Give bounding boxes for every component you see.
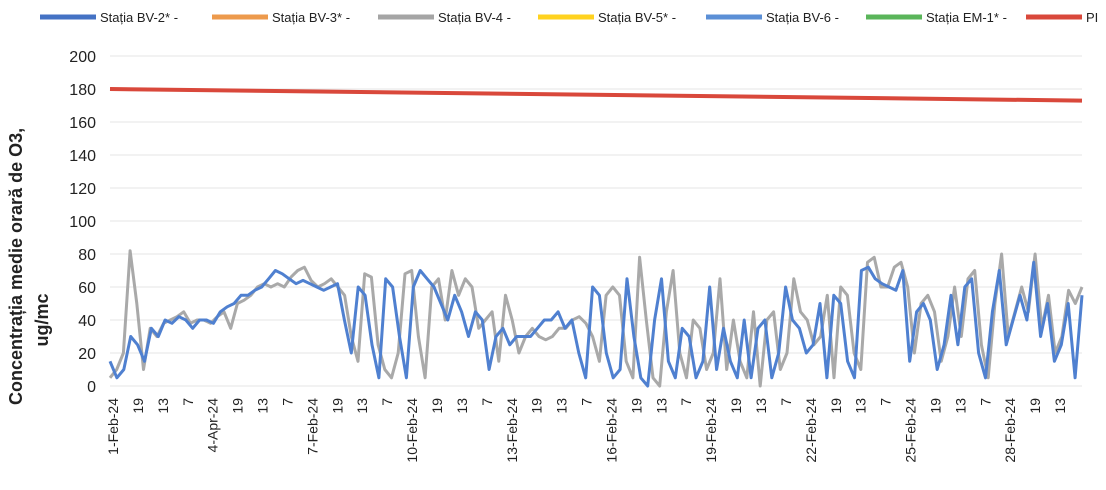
gridlines	[110, 55, 1082, 387]
x-tick-label-1: 1-Feb-24	[105, 398, 121, 455]
x-tick-label-19: 13	[554, 398, 570, 414]
x-tick-label-6: 19	[230, 398, 246, 414]
series-line-pi	[109, 87, 1083, 103]
legend: Stația BV-2* - Stația BV-3* - Stația BV-4 …	[40, 10, 1098, 25]
x-tick-label-29: 22-Feb-24	[803, 398, 819, 463]
x-tick-label-31: 13	[853, 398, 869, 414]
x-tick-label-39: 13	[1052, 398, 1068, 414]
y-tick-label-0: 0	[87, 379, 96, 396]
x-tick-label-5: 4-Apr-24	[205, 398, 221, 453]
y-axis-ticks: 0 20 40 60 80 100 120 140 160 180 200	[69, 49, 96, 396]
x-tick-label-16: 7	[479, 398, 495, 406]
legend-label-3: Stația BV-4 -	[438, 10, 511, 25]
x-tick-label-8: 7	[279, 398, 295, 406]
x-tick-label-9: 7-Feb-24	[304, 398, 320, 455]
x-tick-label-38: 19	[1027, 398, 1043, 414]
y-tick-label-40: 40	[78, 313, 96, 330]
x-tick-label-24: 7	[678, 398, 694, 406]
x-tick-label-20: 7	[579, 398, 595, 406]
x-tick-label-21: 16-Feb-24	[603, 398, 619, 463]
legend-label-1: Stația BV-2* -	[100, 10, 178, 25]
x-tick-label-28: 7	[778, 398, 794, 406]
x-tick-label-17: 13-Feb-24	[504, 398, 520, 463]
x-tick-label-36: 7	[977, 398, 993, 406]
y-axis-label-line1: Concentrația medie orară de O3,	[6, 128, 26, 405]
x-tick-label-11: 13	[354, 398, 370, 414]
x-tick-label-23: 13	[653, 398, 669, 414]
legend-label-2: Stația BV-3* -	[272, 10, 350, 25]
y-tick-label-20: 20	[78, 346, 96, 363]
series-line-bv-4	[108, 249, 1084, 388]
y-axis-label-line2: ug/mc	[32, 293, 52, 346]
x-tick-label-10: 19	[329, 398, 345, 414]
x-tick-label-37: 28-Feb-24	[1002, 398, 1018, 463]
legend-label-5: Stația BV-6 -	[766, 10, 839, 25]
legend-label-7: PI	[1086, 10, 1098, 25]
y-tick-label-80: 80	[78, 247, 96, 264]
x-axis-ticks: 1-Feb-24 19 13 7 4-Apr-24 19 13 7 7-Feb-24 19 13 7 1…	[105, 398, 1068, 463]
y-tick-label-120: 120	[69, 181, 96, 198]
x-tick-label-35: 13	[952, 398, 968, 414]
x-tick-label-7: 13	[255, 398, 271, 414]
legend-label-6: Stația EM-1* -	[926, 10, 1007, 25]
x-tick-label-22: 19	[628, 398, 644, 414]
x-tick-label-25: 19-Feb-24	[703, 398, 719, 463]
x-tick-label-14: 19	[429, 398, 445, 414]
x-tick-label-26: 19	[728, 398, 744, 414]
x-tick-label-18: 19	[529, 398, 545, 414]
x-tick-label-27: 13	[753, 398, 769, 414]
y-tick-label-180: 180	[69, 82, 96, 99]
x-tick-label-33: 25-Feb-24	[903, 398, 919, 463]
x-tick-label-15: 13	[454, 398, 470, 414]
x-tick-label-12: 7	[379, 398, 395, 406]
x-tick-label-3: 13	[155, 398, 171, 414]
x-tick-label-30: 19	[828, 398, 844, 414]
y-tick-label-160: 160	[69, 115, 96, 132]
x-tick-label-34: 19	[927, 398, 943, 414]
y-tick-label-140: 140	[69, 148, 96, 165]
legend-label-4: Stația BV-5* -	[598, 10, 676, 25]
x-tick-label-4: 7	[180, 398, 196, 406]
y-tick-label-100: 100	[69, 214, 96, 231]
x-tick-label-13: 10-Feb-24	[404, 398, 420, 463]
series-line-bv-6	[108, 260, 1084, 388]
x-tick-label-32: 7	[878, 398, 894, 406]
y-tick-label-200: 200	[69, 49, 96, 66]
y-tick-label-60: 60	[78, 280, 96, 297]
x-tick-label-2: 19	[130, 398, 146, 414]
series-lines	[108, 87, 1084, 388]
